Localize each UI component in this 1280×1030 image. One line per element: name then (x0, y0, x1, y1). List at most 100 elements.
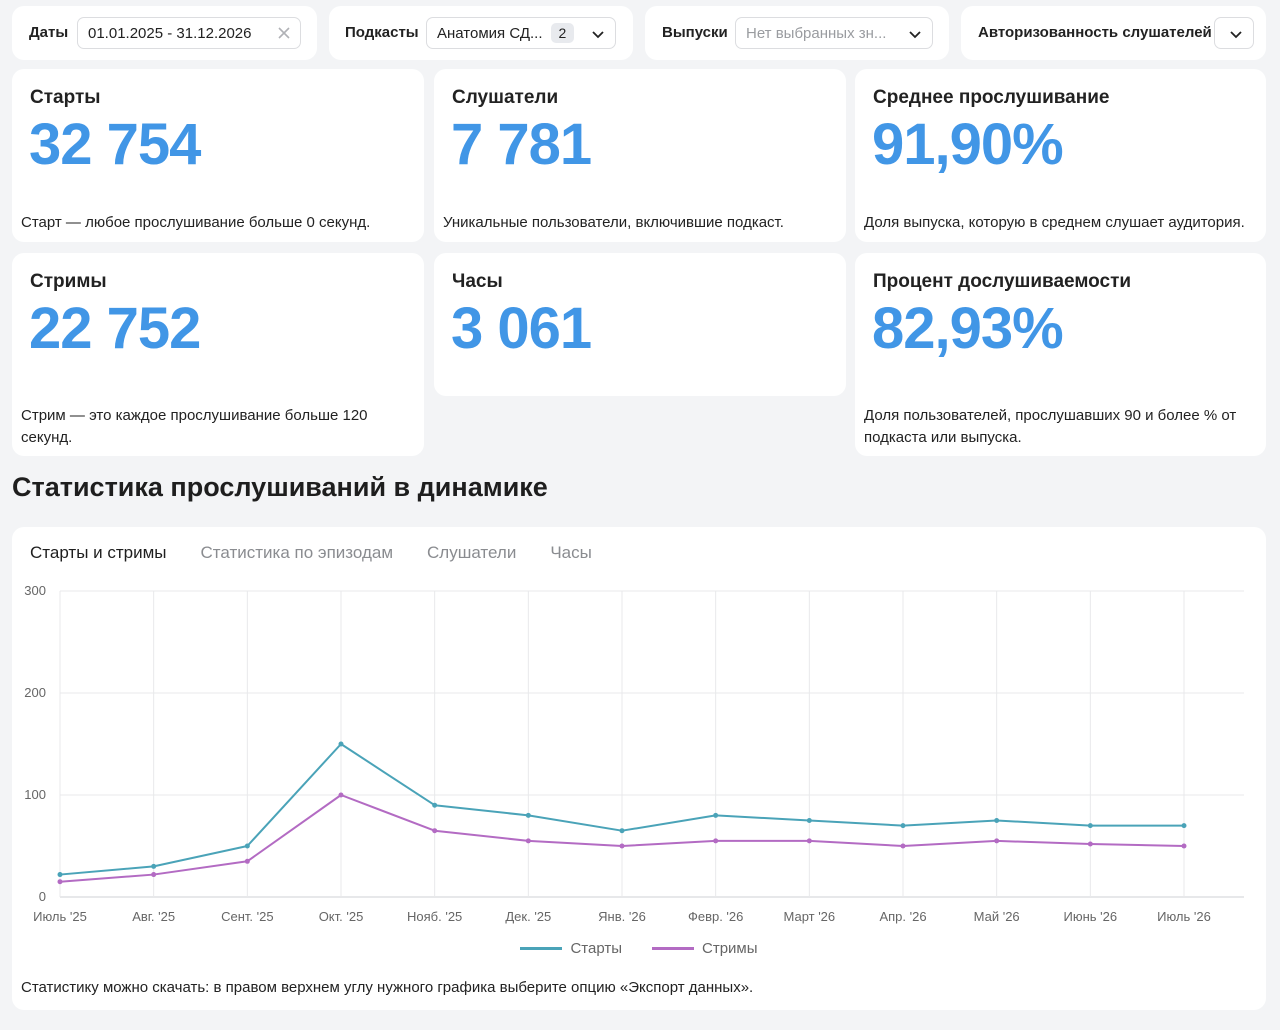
chevron-down-icon[interactable] (591, 27, 605, 41)
data-point-starts (244, 843, 250, 849)
chart-card: Старты и стримы Статистика по эпизодам С… (12, 527, 1266, 1010)
hours-card: Часы 3 061 (434, 253, 846, 396)
export-footnote: Статистику можно скачать: в правом верхн… (21, 979, 754, 996)
y-tick-label: 100 (24, 787, 46, 802)
chart-tabs: Старты и стримы Статистика по эпизодам С… (30, 543, 592, 563)
line-chart: 0 100 200 300 Июль '25 Авг. '25 Сент. '25 Окт. … (24, 583, 1244, 924)
tab-starts-streams[interactable]: Старты и стримы (30, 543, 167, 562)
avg-listening-card: Среднее прослушивание 91,90% Доля выпуск… (855, 69, 1266, 242)
data-point-streams (244, 858, 250, 864)
streams-value: 22 752 (29, 296, 201, 361)
data-point-starts (151, 863, 157, 869)
x-tick-label: Март '26 (783, 909, 835, 924)
starts-title: Старты (30, 87, 101, 108)
data-point-streams (806, 838, 812, 844)
data-point-streams (994, 838, 1000, 844)
listeners-value: 7 781 (451, 112, 592, 177)
data-point-starts (1087, 823, 1093, 829)
listeners-card: Слушатели 7 781 Уникальные пользователи,… (434, 69, 846, 242)
data-point-streams (900, 843, 906, 849)
legend-label-starts: Старты (570, 940, 622, 957)
data-point-streams (57, 879, 63, 885)
legend-swatch-starts (520, 947, 563, 950)
y-tick-label: 0 (39, 889, 46, 904)
episodes-placeholder: Нет выбранных зн... (746, 24, 887, 42)
avg-listening-title: Среднее прослушивание (873, 87, 1110, 108)
podcasts-filter-label: Подкасты (345, 24, 419, 41)
data-point-starts (900, 823, 906, 829)
x-tick-label: Апр. '26 (879, 909, 926, 924)
x-tick-label: Нояб. '25 (407, 909, 462, 924)
y-tick-label: 300 (24, 583, 46, 598)
podcasts-select[interactable]: Анатомия СД... 2 (426, 17, 616, 49)
streams-description: Стрим — это каждое прослушивание больше … (21, 407, 368, 446)
data-point-starts (432, 802, 438, 808)
podcasts-count-badge: 2 (550, 23, 575, 43)
data-point-starts (713, 812, 719, 818)
chevron-down-icon[interactable] (1229, 27, 1243, 41)
data-point-streams (432, 828, 438, 834)
streams-card: Стримы 22 752 Стрим — это каждое прослуш… (12, 253, 424, 456)
section-title: Статистика прослушиваний в динамике (12, 472, 548, 502)
tab-listeners[interactable]: Слушатели (427, 543, 517, 562)
x-tick-label: Авг. '25 (132, 909, 175, 924)
clear-icon[interactable] (277, 26, 291, 40)
data-point-streams (525, 838, 531, 844)
dates-filter: Даты 01.01.2025 - 31.12.2026 (12, 6, 317, 60)
podcasts-value: Анатомия СД... (437, 24, 543, 42)
legend-item-streams[interactable]: Стримы (652, 940, 758, 957)
data-point-streams (1181, 843, 1187, 849)
starts-card: Старты 32 754 Старт — любое прослушивани… (12, 69, 424, 242)
chart-legend: Старты Стримы (12, 940, 1266, 957)
data-point-starts (525, 812, 531, 818)
completion-description: Доля пользователей, прослушавших 90 и бо… (864, 407, 1237, 446)
episodes-filter-label: Выпуски (662, 24, 728, 41)
data-point-streams (1087, 841, 1093, 847)
data-point-streams (619, 843, 625, 849)
x-tick-label: Сент. '25 (221, 909, 273, 924)
data-point-streams (338, 792, 344, 798)
auth-select[interactable] (1214, 17, 1254, 49)
listeners-title: Слушатели (452, 87, 559, 108)
x-tick-label: Май '26 (974, 909, 1020, 924)
tab-episode-stats[interactable]: Статистика по эпизодам (200, 543, 394, 562)
x-tick-label: Янв. '26 (598, 909, 646, 924)
data-point-streams (151, 872, 157, 878)
x-tick-label: Окт. '25 (319, 909, 364, 924)
x-tick-label: Июль '26 (1157, 909, 1211, 924)
auth-filter-label: Авторизованность слушателей (978, 24, 1212, 41)
legend-item-starts[interactable]: Старты (520, 940, 622, 957)
dates-input[interactable]: 01.01.2025 - 31.12.2026 (77, 17, 301, 49)
x-tick-label: Дек. '25 (505, 909, 551, 924)
data-point-starts (994, 818, 1000, 823)
episodes-select[interactable]: Нет выбранных зн... (735, 17, 933, 49)
streams-title: Стримы (30, 271, 107, 292)
completion-title: Процент дослушиваемости (873, 271, 1132, 292)
tab-hours[interactable]: Часы (550, 543, 592, 562)
data-point-starts (1181, 823, 1187, 829)
avg-listening-value: 91,90% (872, 112, 1064, 177)
data-point-starts (57, 872, 63, 878)
dates-filter-label: Даты (29, 24, 69, 41)
episodes-filter: Выпуски Нет выбранных зн... (645, 6, 949, 60)
starts-value: 32 754 (29, 112, 201, 177)
podcasts-filter: Подкасты Анатомия СД... 2 (329, 6, 633, 60)
starts-description: Старт — любое прослушивание больше 0 сек… (21, 214, 371, 231)
dates-value: 01.01.2025 - 31.12.2026 (88, 24, 252, 42)
data-point-starts (806, 818, 812, 823)
chevron-down-icon[interactable] (908, 27, 922, 41)
data-point-starts (619, 828, 625, 834)
listeners-description: Уникальные пользователи, включившие подк… (443, 214, 784, 231)
data-point-starts (338, 741, 344, 747)
legend-label-streams: Стримы (702, 940, 758, 957)
avg-listening-description: Доля выпуска, которую в среднем слушает … (864, 214, 1245, 231)
x-tick-label: Февр. '26 (688, 909, 743, 924)
x-tick-label: Июль '25 (33, 909, 87, 924)
completion-card: Процент дослушиваемости 82,93% Доля поль… (855, 253, 1266, 456)
x-tick-label: Июнь '26 (1064, 909, 1118, 924)
y-tick-label: 200 (24, 685, 46, 700)
hours-value: 3 061 (451, 296, 592, 361)
hours-title: Часы (452, 271, 503, 292)
completion-value: 82,93% (872, 296, 1064, 361)
data-point-streams (713, 838, 719, 844)
